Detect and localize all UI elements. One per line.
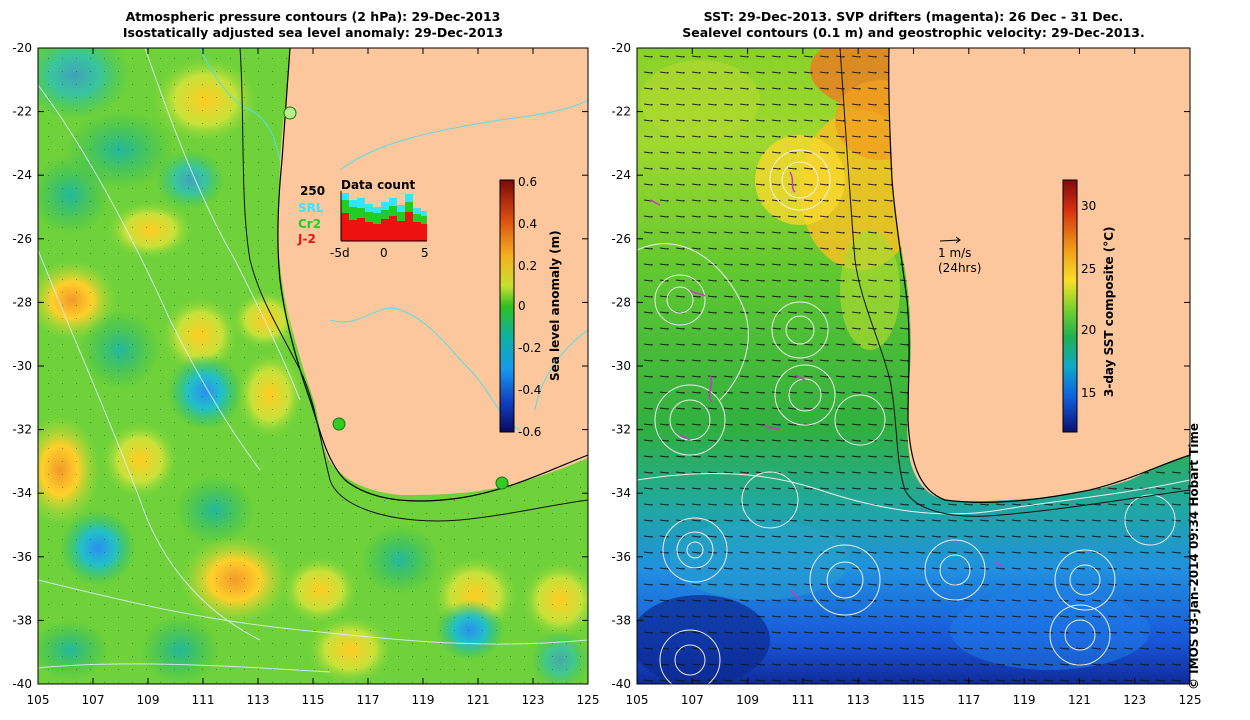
right-lon-label: 113 xyxy=(847,693,870,707)
left-lon-label: 109 xyxy=(137,693,160,707)
right-lat-label: -24 xyxy=(611,168,631,182)
right-title-line2: Sealevel contours (0.1 m) and geostrophi… xyxy=(682,25,1145,40)
left-lon-label: 115 xyxy=(302,693,325,707)
left-lat-label: -26 xyxy=(12,232,32,246)
sla-tick-neg0.2: -0.2 xyxy=(518,341,541,355)
right-lat-label: -38 xyxy=(611,613,631,627)
left-shelf-contour xyxy=(239,47,589,522)
right-lon-label: 117 xyxy=(957,693,980,707)
right-lon-label: 125 xyxy=(1179,693,1202,707)
inset-legend-cr2: Cr2 xyxy=(298,217,321,231)
left-lon-label: 119 xyxy=(412,693,435,707)
sla-tick-neg0.4: -0.4 xyxy=(518,383,541,397)
right-coastline xyxy=(888,47,1191,503)
sla-colorbar-label: Sea level anomaly (m) xyxy=(548,230,562,381)
right-shelf-contour xyxy=(839,47,1191,517)
left-lat-label: -32 xyxy=(12,423,32,437)
left-lat-label: -24 xyxy=(12,168,32,182)
sst-tick-30: 30 xyxy=(1081,199,1096,213)
inset-xtick-neg5: -5d xyxy=(330,246,350,260)
left-lon-label: 125 xyxy=(577,693,600,707)
right-lon-label: 123 xyxy=(1123,693,1146,707)
right-lat-label: -40 xyxy=(611,677,631,691)
left-coastline xyxy=(277,47,589,502)
left-lon-label: 117 xyxy=(357,693,380,707)
sst-colorbar: 30 25 20 15 3-day SST composite (°C) xyxy=(1062,179,1116,433)
left-title-line2: Isostatically adjusted sea level anomaly… xyxy=(122,25,504,40)
sla-tick-neg0.6: -0.6 xyxy=(518,425,541,439)
left-lon-label: 107 xyxy=(82,693,105,707)
sla-tick-0.6: 0.6 xyxy=(518,175,537,189)
left-lon-label: 123 xyxy=(522,693,545,707)
inset-xtick-5: 5 xyxy=(421,246,429,260)
drifter-marker-1 xyxy=(283,106,297,120)
right-lat-label: -22 xyxy=(611,105,631,119)
left-lon-label: 111 xyxy=(192,693,215,707)
vector-scale-note: (24hrs) xyxy=(938,261,981,275)
inset-legend-srl: SRL xyxy=(298,201,324,215)
drifter-marker-2 xyxy=(332,417,346,431)
sst-colorbar-label: 3-day SST composite (°C) xyxy=(1102,226,1116,397)
right-lon-label: 111 xyxy=(791,693,814,707)
left-lon-label: 121 xyxy=(467,693,490,707)
inset-xtick-0: 0 xyxy=(380,246,388,260)
drifter-marker-3 xyxy=(495,476,509,490)
sst-tick-20: 20 xyxy=(1081,323,1096,337)
sst-tick-25: 25 xyxy=(1081,262,1096,276)
right-lon-label: 121 xyxy=(1068,693,1091,707)
right-lon-label: 107 xyxy=(681,693,704,707)
sla-colorbar: 0.6 0.4 0.2 0 -0.2 -0.4 -0.6 Sea level a… xyxy=(499,175,562,439)
inset-title: Data count xyxy=(341,178,416,192)
axes: -20 -22 -24 -26 -28 -30 -32 -34 -36 -38 -40 105 107 1… xyxy=(12,41,1201,707)
right-lat-label: -36 xyxy=(611,550,631,564)
left-lat-label: -22 xyxy=(12,105,32,119)
left-lon-label: 113 xyxy=(247,693,270,707)
left-lat-label: -36 xyxy=(12,550,32,564)
land-contours xyxy=(329,99,588,431)
left-lat-label: -20 xyxy=(12,41,32,55)
inset-max-label: 250 xyxy=(300,184,325,198)
right-lon-label: 109 xyxy=(736,693,759,707)
inset-legend-j2: J-2 xyxy=(297,232,316,246)
right-lat-label: -28 xyxy=(611,295,631,309)
right-lon-label: 115 xyxy=(902,693,925,707)
vector-scale: 1 m/s (24hrs) xyxy=(938,236,981,275)
left-lon-label: 105 xyxy=(27,693,50,707)
sla-tick-0.4: 0.4 xyxy=(518,217,537,231)
sealevel-contours xyxy=(637,149,1190,684)
left-lat-label: -38 xyxy=(12,613,32,627)
left-lat-label: -34 xyxy=(12,486,32,500)
right-lon-label: 105 xyxy=(626,693,649,707)
left-title-line1: Atmospheric pressure contours (2 hPa): 2… xyxy=(125,9,501,24)
left-lat-label: -40 xyxy=(12,677,32,691)
right-lat-label: -30 xyxy=(611,359,631,373)
data-count-inset: 250 Data count SRL Cr2 J-2 -5d 0 5 xyxy=(297,178,429,260)
left-lat-label: -30 xyxy=(12,359,32,373)
copyright-label: © IMOS 03-Jan-2014 09:34 Hobart Time xyxy=(1187,422,1201,690)
right-title-line1: SST: 29-Dec-2013. SVP drifters (magenta)… xyxy=(703,9,1124,24)
left-lat-label: -28 xyxy=(12,295,32,309)
vector-scale-label: 1 m/s xyxy=(938,246,971,260)
right-lon-label: 119 xyxy=(1013,693,1036,707)
right-lat-label: -32 xyxy=(611,423,631,437)
sla-tick-0: 0 xyxy=(518,299,526,313)
inset-bars xyxy=(341,193,427,241)
right-land xyxy=(888,48,1190,502)
right-lat-label: -20 xyxy=(611,41,631,55)
right-lat-label: -26 xyxy=(611,232,631,246)
right-lat-label: -34 xyxy=(611,486,631,500)
svp-drifters xyxy=(649,171,1003,601)
sla-tick-0.2: 0.2 xyxy=(518,259,537,273)
pressure-contours xyxy=(38,48,588,673)
sst-tick-15: 15 xyxy=(1081,386,1096,400)
